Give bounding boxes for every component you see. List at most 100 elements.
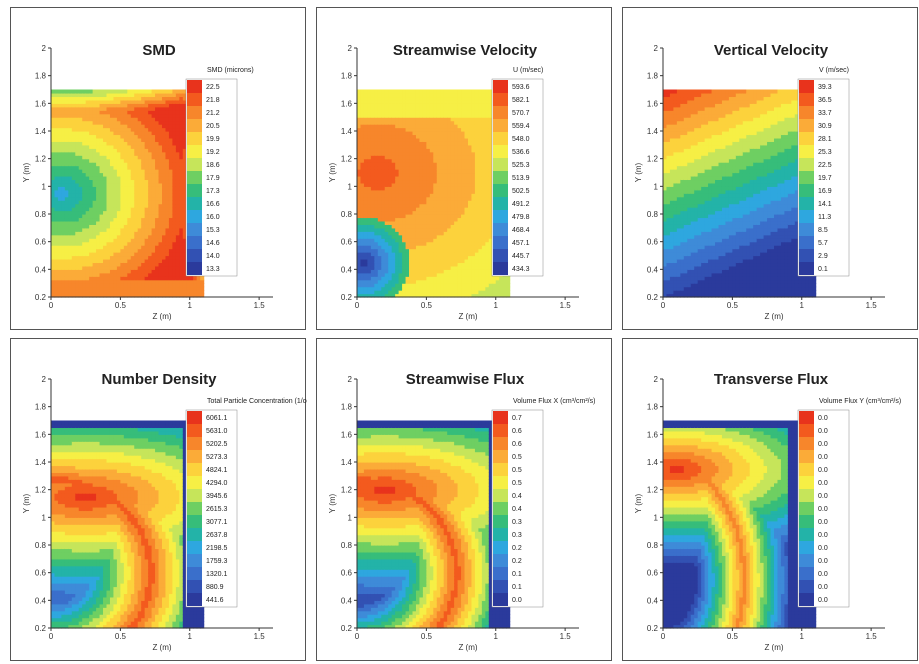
y-tick-label: 0.4 (647, 265, 659, 274)
legend-value: 548.0 (512, 136, 530, 143)
legend-swatch (493, 463, 508, 476)
legend-value: 17.9 (206, 175, 220, 182)
legend-swatch (493, 158, 508, 171)
legend-swatch (187, 450, 202, 463)
heatmap-field (357, 420, 511, 629)
y-tick-label: 1.6 (35, 99, 47, 108)
legend-swatch (187, 171, 202, 184)
legend-swatch (493, 580, 508, 593)
chart-title: Streamwise Velocity (393, 42, 538, 59)
panel-vertical-velocity: Vertical Velocity 0.2 0.4 0.6 0.8 1 1.2 1.4 1.6 1… (622, 7, 918, 330)
legend-value: 559.4 (512, 123, 530, 130)
x-tick-label: 1.5 (254, 301, 266, 310)
y-tick-label: 1 (654, 182, 659, 191)
panel-transverse-flux: Transverse Flux 0.2 0.4 0.6 0.8 1 1.2 1.4 1.6 1.8… (622, 338, 918, 661)
y-tick-label: 1.2 (647, 486, 659, 495)
y-tick-label: 2 (42, 44, 47, 53)
x-tick-label: 1.5 (866, 301, 878, 310)
legend-value: 2.9 (818, 253, 828, 260)
legend-swatch (187, 515, 202, 528)
legend-swatch (493, 411, 508, 424)
legend-swatch (493, 80, 508, 93)
legend-value: 502.5 (512, 188, 530, 195)
y-tick-label: 1.2 (647, 155, 659, 164)
legend-swatch (493, 106, 508, 119)
y-tick-label: 1.4 (341, 127, 353, 136)
y-tick-label: 0.8 (35, 541, 47, 550)
heatmap-field (663, 89, 817, 298)
legend-value: 0.6 (512, 441, 522, 448)
legend-swatch (187, 197, 202, 210)
legend-value: 2198.5 (206, 545, 228, 552)
legend-value: 0.0 (818, 428, 828, 435)
y-axis-label: Y (m) (328, 493, 337, 513)
legend-value: 5.7 (818, 240, 828, 247)
legend-swatch (187, 528, 202, 541)
x-tick-label: 1 (494, 632, 499, 641)
legend-swatch (187, 593, 202, 606)
legend-swatch (799, 210, 814, 223)
legend-value: 513.9 (512, 175, 530, 182)
y-tick-label: 0.2 (35, 293, 47, 302)
y-tick-label: 0.8 (647, 210, 659, 219)
y-tick-label: 1.8 (35, 72, 47, 81)
x-tick-label: 0.5 (421, 301, 433, 310)
legend-value: 21.8 (206, 97, 220, 104)
legend-swatch (493, 132, 508, 145)
legend-title: Total Particle Concentration (1/cc) (207, 398, 307, 405)
legend-value: 4294.0 (206, 480, 228, 487)
chart-title: Streamwise Flux (406, 371, 525, 388)
legend-value: 468.4 (512, 227, 530, 234)
legend-value: 19.7 (818, 175, 832, 182)
y-tick-label: 0.6 (35, 569, 47, 578)
y-tick-label: 1.4 (341, 458, 353, 467)
legend-value: 0.0 (818, 415, 828, 422)
legend-value: 21.2 (206, 110, 220, 117)
legend-swatch (187, 158, 202, 171)
legend: 22.5 21.8 21.2 20.5 19.9 19.2 18.6 17.9 17.3 16.6… (185, 78, 238, 277)
legend-title: Volume Flux X (cm³/cm²/s) (513, 398, 595, 405)
legend-swatch (799, 437, 814, 450)
chart-title: Vertical Velocity (714, 42, 829, 59)
legend-value: 14.1 (818, 201, 832, 208)
y-axis-label: Y (m) (328, 162, 337, 182)
legend-swatch (187, 145, 202, 158)
legend-swatch (799, 541, 814, 554)
y-tick-label: 2 (654, 375, 659, 384)
chart-title: SMD (142, 42, 176, 59)
x-tick-label: 1 (494, 301, 499, 310)
legend-swatch (493, 223, 508, 236)
legend-swatch (493, 119, 508, 132)
legend-value: 28.1 (818, 136, 832, 143)
legend-swatch (187, 463, 202, 476)
legend-swatch (187, 106, 202, 119)
legend-swatch (799, 489, 814, 502)
legend-value: 570.7 (512, 110, 530, 117)
legend-value: 0.4 (512, 493, 522, 500)
y-tick-label: 1 (42, 513, 47, 522)
legend-value: 0.0 (818, 519, 828, 526)
y-tick-label: 1 (42, 182, 47, 191)
legend-swatch (799, 171, 814, 184)
legend-value: 0.1 (512, 571, 522, 578)
legend-value: 434.3 (512, 266, 530, 273)
legend-swatch (493, 567, 508, 580)
legend-value: 2615.3 (206, 506, 228, 513)
legend-value: 582.1 (512, 97, 530, 104)
y-tick-label: 1.2 (341, 486, 353, 495)
legend-swatch (493, 554, 508, 567)
legend-value: 0.6 (512, 428, 522, 435)
legend-swatch (187, 184, 202, 197)
legend-title: U (m/sec) (513, 67, 543, 74)
legend: 39.3 36.5 33.7 30.9 28.1 25.3 22.5 19.7 16.9 14.1… (797, 78, 850, 277)
y-tick-label: 2 (348, 375, 353, 384)
x-tick-label: 0.5 (115, 632, 127, 641)
legend-value: 3077.1 (206, 519, 228, 526)
x-tick-label: 0.5 (421, 632, 433, 641)
legend-swatch (799, 262, 814, 275)
legend-value: 14.6 (206, 240, 220, 247)
x-tick-label: 0 (355, 301, 360, 310)
x-tick-label: 0.5 (727, 301, 739, 310)
legend-swatch (799, 223, 814, 236)
legend-value: 17.3 (206, 188, 220, 195)
